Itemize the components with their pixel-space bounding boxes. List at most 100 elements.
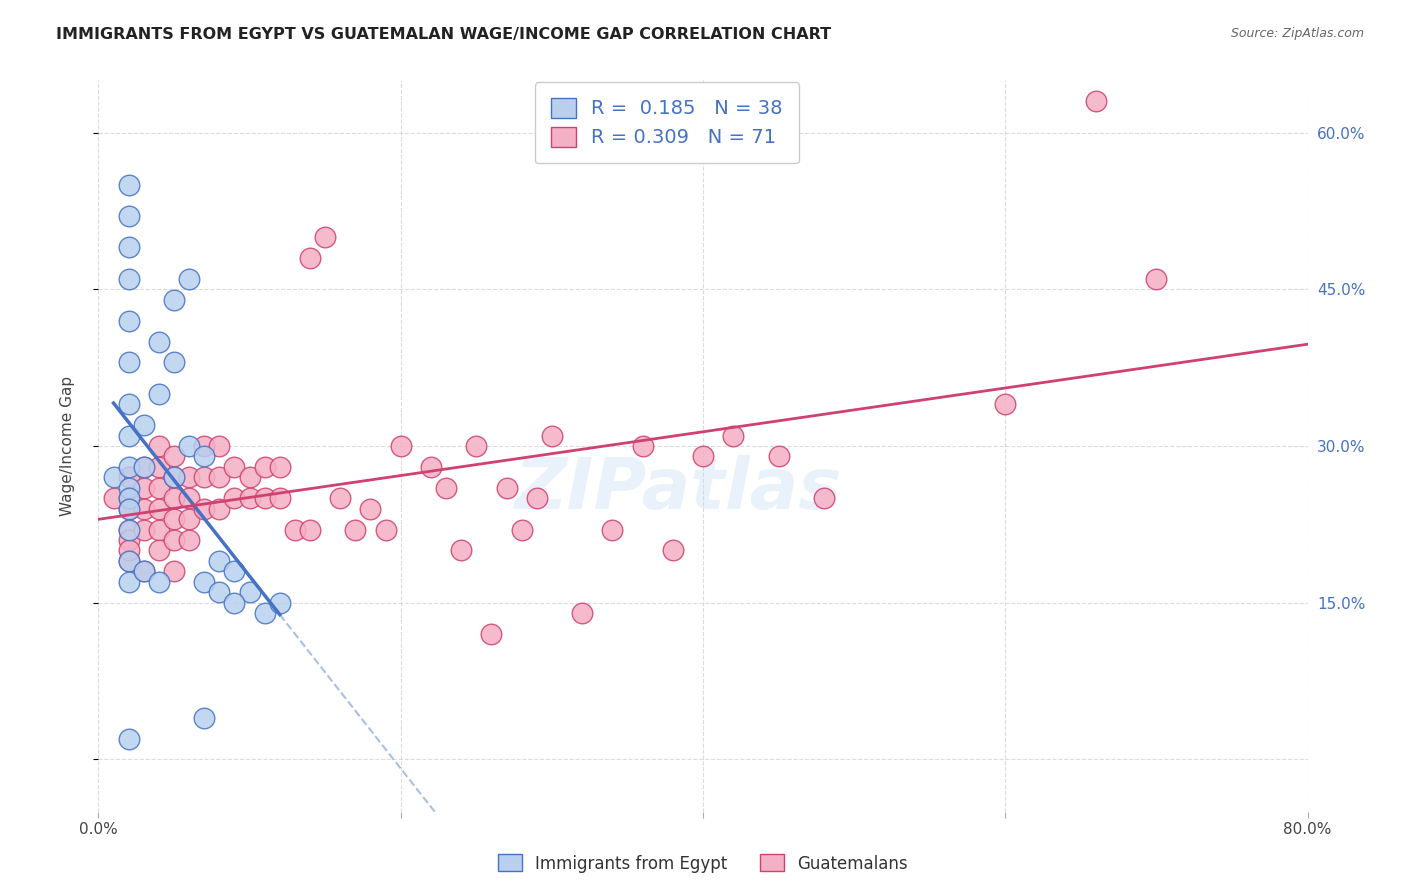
Point — [269, 459, 291, 474]
Point — [163, 470, 186, 484]
Point — [148, 574, 170, 589]
Text: Source: ZipAtlas.com: Source: ZipAtlas.com — [1230, 27, 1364, 40]
Point — [118, 397, 141, 411]
Point — [224, 596, 246, 610]
Point — [118, 491, 141, 506]
Point — [284, 523, 307, 537]
Point — [269, 596, 291, 610]
Point — [118, 459, 141, 474]
Point — [118, 543, 141, 558]
Point — [208, 470, 231, 484]
Point — [132, 565, 155, 579]
Point — [360, 501, 382, 516]
Point — [163, 565, 186, 579]
Point — [118, 481, 141, 495]
Point — [179, 491, 201, 506]
Point — [118, 523, 141, 537]
Point — [179, 439, 201, 453]
Point — [495, 481, 517, 495]
Point — [253, 491, 276, 506]
Point — [253, 606, 276, 620]
Point — [118, 533, 141, 547]
Legend: R =  0.185   N = 38, R = 0.309   N = 71: R = 0.185 N = 38, R = 0.309 N = 71 — [534, 82, 799, 163]
Point — [768, 450, 790, 464]
Point — [299, 251, 322, 265]
Point — [526, 491, 548, 506]
Point — [193, 574, 215, 589]
Point — [434, 481, 457, 495]
Point — [118, 313, 141, 327]
Point — [239, 491, 262, 506]
Point — [510, 523, 533, 537]
Point — [132, 501, 155, 516]
Point — [329, 491, 352, 506]
Point — [179, 512, 201, 526]
Point — [118, 554, 141, 568]
Point — [193, 470, 215, 484]
Point — [193, 439, 215, 453]
Point — [239, 470, 262, 484]
Point — [148, 501, 170, 516]
Point — [571, 606, 593, 620]
Point — [374, 523, 396, 537]
Point — [118, 178, 141, 192]
Point — [224, 565, 246, 579]
Point — [481, 627, 503, 641]
Point — [118, 554, 141, 568]
Point — [994, 397, 1017, 411]
Point — [1144, 272, 1167, 286]
Point — [148, 459, 170, 474]
Point — [118, 501, 141, 516]
Text: ZIPatlas: ZIPatlas — [515, 456, 842, 524]
Point — [179, 470, 201, 484]
Point — [163, 533, 186, 547]
Point — [132, 481, 155, 495]
Point — [193, 501, 215, 516]
Point — [314, 230, 336, 244]
Point — [118, 272, 141, 286]
Point — [193, 711, 215, 725]
Legend: Immigrants from Egypt, Guatemalans: Immigrants from Egypt, Guatemalans — [492, 847, 914, 880]
Point — [118, 731, 141, 746]
Point — [118, 491, 141, 506]
Point — [193, 450, 215, 464]
Point — [163, 470, 186, 484]
Point — [179, 533, 201, 547]
Point — [132, 459, 155, 474]
Point — [132, 523, 155, 537]
Point — [148, 523, 170, 537]
Point — [163, 355, 186, 369]
Point — [132, 418, 155, 433]
Point — [602, 523, 624, 537]
Point — [103, 470, 125, 484]
Point — [224, 491, 246, 506]
Point — [465, 439, 488, 453]
Point — [163, 450, 186, 464]
Point — [224, 459, 246, 474]
Point — [208, 585, 231, 599]
Point — [118, 470, 141, 484]
Point — [208, 501, 231, 516]
Point — [540, 428, 562, 442]
Point — [299, 523, 322, 537]
Y-axis label: Wage/Income Gap: Wage/Income Gap — [60, 376, 75, 516]
Point — [132, 459, 155, 474]
Point — [692, 450, 714, 464]
Point — [269, 491, 291, 506]
Point — [389, 439, 412, 453]
Point — [103, 491, 125, 506]
Point — [813, 491, 835, 506]
Point — [661, 543, 683, 558]
Point — [163, 491, 186, 506]
Point — [631, 439, 654, 453]
Point — [253, 459, 276, 474]
Point — [118, 355, 141, 369]
Point — [118, 523, 141, 537]
Point — [148, 543, 170, 558]
Point — [344, 523, 367, 537]
Text: IMMIGRANTS FROM EGYPT VS GUATEMALAN WAGE/INCOME GAP CORRELATION CHART: IMMIGRANTS FROM EGYPT VS GUATEMALAN WAGE… — [56, 27, 831, 42]
Point — [163, 512, 186, 526]
Point — [148, 334, 170, 349]
Point — [1085, 94, 1108, 108]
Point — [148, 481, 170, 495]
